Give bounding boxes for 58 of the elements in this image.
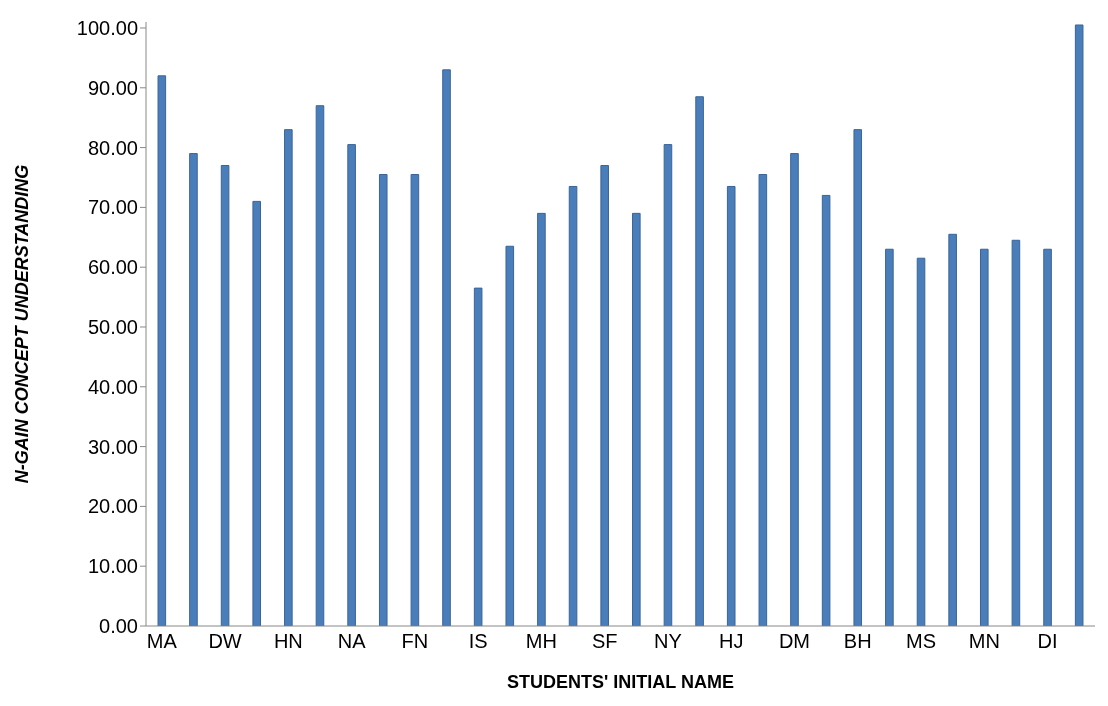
y-tick-label: 40.00 <box>87 375 138 398</box>
bar <box>758 174 768 626</box>
bar <box>410 174 420 626</box>
bar <box>315 105 325 626</box>
x-tick-label: DI <box>1037 630 1058 653</box>
y-tick-label: 0.00 <box>99 615 138 638</box>
bar <box>600 165 609 626</box>
x-tick-label: MA <box>146 630 178 653</box>
x-tick-label: DW <box>208 630 242 653</box>
y-tick-label: 80.00 <box>87 136 138 159</box>
bar <box>979 248 989 626</box>
bar <box>473 287 483 626</box>
bar <box>505 245 515 626</box>
x-tick-label: DM <box>778 630 811 653</box>
bar <box>284 129 293 626</box>
y-tick-label: 30.00 <box>87 435 138 458</box>
x-tick-label: HN <box>273 630 303 653</box>
x-tick-label: IS <box>468 630 488 653</box>
bar <box>568 185 578 626</box>
bar <box>220 165 230 626</box>
bar <box>189 153 198 626</box>
x-tick-label: SF <box>591 630 618 653</box>
bar <box>442 69 451 626</box>
x-tick-label: BH <box>843 630 872 653</box>
y-tick-label: 90.00 <box>87 76 138 99</box>
bar <box>252 200 262 626</box>
bar <box>632 212 641 626</box>
bar <box>663 144 673 626</box>
bar <box>157 75 167 626</box>
y-tick-label: 20.00 <box>87 495 138 518</box>
y-tick-label: 70.00 <box>87 196 138 219</box>
x-axis-title: STUDENTS' INITIAL NAME <box>507 672 734 692</box>
bar <box>378 174 388 626</box>
x-tick-label: MN <box>968 630 1000 653</box>
y-tick-label: 60.00 <box>87 256 138 279</box>
bar <box>347 144 356 626</box>
bar <box>948 233 957 626</box>
bar <box>1074 24 1084 626</box>
bar <box>885 248 894 626</box>
bar <box>695 96 704 626</box>
bar <box>821 194 831 626</box>
bar <box>916 257 926 626</box>
bar <box>537 212 546 626</box>
y-tick-label: 50.00 <box>87 316 138 339</box>
x-tick-label: MS <box>906 630 937 653</box>
y-tick-label: 10.00 <box>87 555 138 578</box>
x-tick-label: FN <box>401 630 429 653</box>
bar <box>1011 239 1021 626</box>
x-tick-label: NA <box>337 630 367 653</box>
bar <box>790 153 799 626</box>
x-tick-label: MH <box>525 630 557 653</box>
bar <box>726 185 736 626</box>
bar <box>853 129 863 626</box>
x-tick-label: HJ <box>718 630 744 653</box>
y-axis-title: N-GAIN CONCEPT UNDERSTANDING <box>12 164 33 484</box>
x-tick-label: NY <box>654 630 682 653</box>
y-tick-label: 100.00 <box>76 17 138 40</box>
bar <box>1043 248 1052 626</box>
